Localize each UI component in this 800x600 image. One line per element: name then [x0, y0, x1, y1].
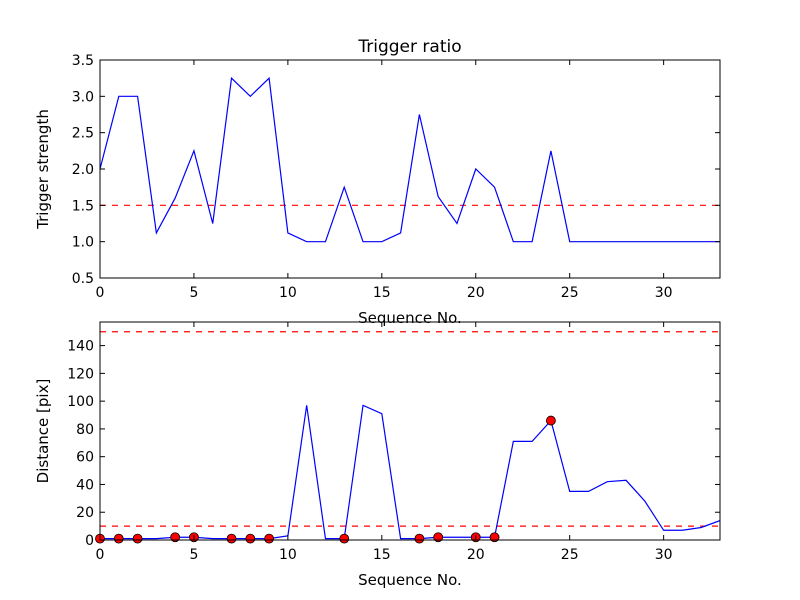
y-tick-label: 3.5 [72, 53, 94, 69]
chart-title: Trigger ratio [357, 37, 461, 57]
y-tick-label: 140 [67, 339, 94, 355]
x-tick-label: 0 [96, 285, 105, 301]
y-tick-label: 1.0 [72, 235, 94, 251]
series-line [100, 404, 720, 540]
data-point-marker [546, 415, 556, 426]
y-tick-label: 120 [67, 366, 94, 382]
plot-frame [99, 321, 721, 541]
x-tick-label: 20 [467, 285, 485, 301]
y-tick-label: 20 [76, 505, 94, 521]
data-point-marker [170, 532, 181, 543]
x-axis-label: Sequence No. [358, 309, 462, 327]
x-tick-label: 20 [467, 547, 485, 563]
data-point-marker [226, 533, 237, 544]
y-axis-label: Distance [pix] [34, 379, 52, 484]
x-tick-label: 10 [279, 285, 297, 301]
x-tick-label: 5 [189, 285, 198, 301]
data-point-marker [132, 533, 143, 544]
x-tick-label: 5 [189, 547, 198, 563]
y-tick-label: 1.5 [72, 198, 94, 214]
y-axis-label: Trigger strength [34, 109, 52, 230]
y-tick-label: 40 [76, 477, 94, 493]
y-tick-label: 0.5 [72, 271, 94, 287]
data-point-marker [264, 533, 274, 544]
data-point-marker [245, 533, 256, 544]
y-tick-label: 60 [76, 450, 94, 466]
x-tick-label: 10 [279, 547, 297, 563]
x-tick-label: 25 [561, 285, 579, 301]
data-point-marker [489, 532, 500, 543]
y-tick-label: 2.5 [72, 126, 94, 142]
y-tick-label: 0 [85, 533, 94, 549]
x-tick-label: 25 [561, 547, 579, 563]
data-point-marker [113, 533, 124, 544]
x-tick-label: 30 [655, 547, 673, 563]
x-tick-label: 15 [373, 547, 391, 563]
series-line [100, 76, 720, 243]
y-tick-label: 80 [76, 422, 94, 438]
y-tick-label: 3.0 [72, 89, 94, 105]
x-tick-label: 30 [655, 285, 673, 301]
data-point-marker [414, 533, 425, 544]
x-tick-label: 15 [373, 285, 391, 301]
y-tick-label: 100 [67, 394, 94, 410]
data-point-marker [433, 532, 444, 543]
distance-plot: 0 5 10 15 20 25 30 0 20 40 60 80 100 120 140 Sequence N… [34, 321, 721, 589]
y-tick-label: 2.0 [72, 162, 94, 178]
data-point-marker [339, 533, 350, 544]
x-axis-label: Sequence No. [358, 571, 462, 589]
trigger-ratio-plot: 0 5 10 15 20 25 30 0.5 1.0 1.5 2.0 2.5 3.0 3.5 Sequenc… [34, 37, 721, 327]
x-tick-label: 0 [96, 547, 105, 563]
